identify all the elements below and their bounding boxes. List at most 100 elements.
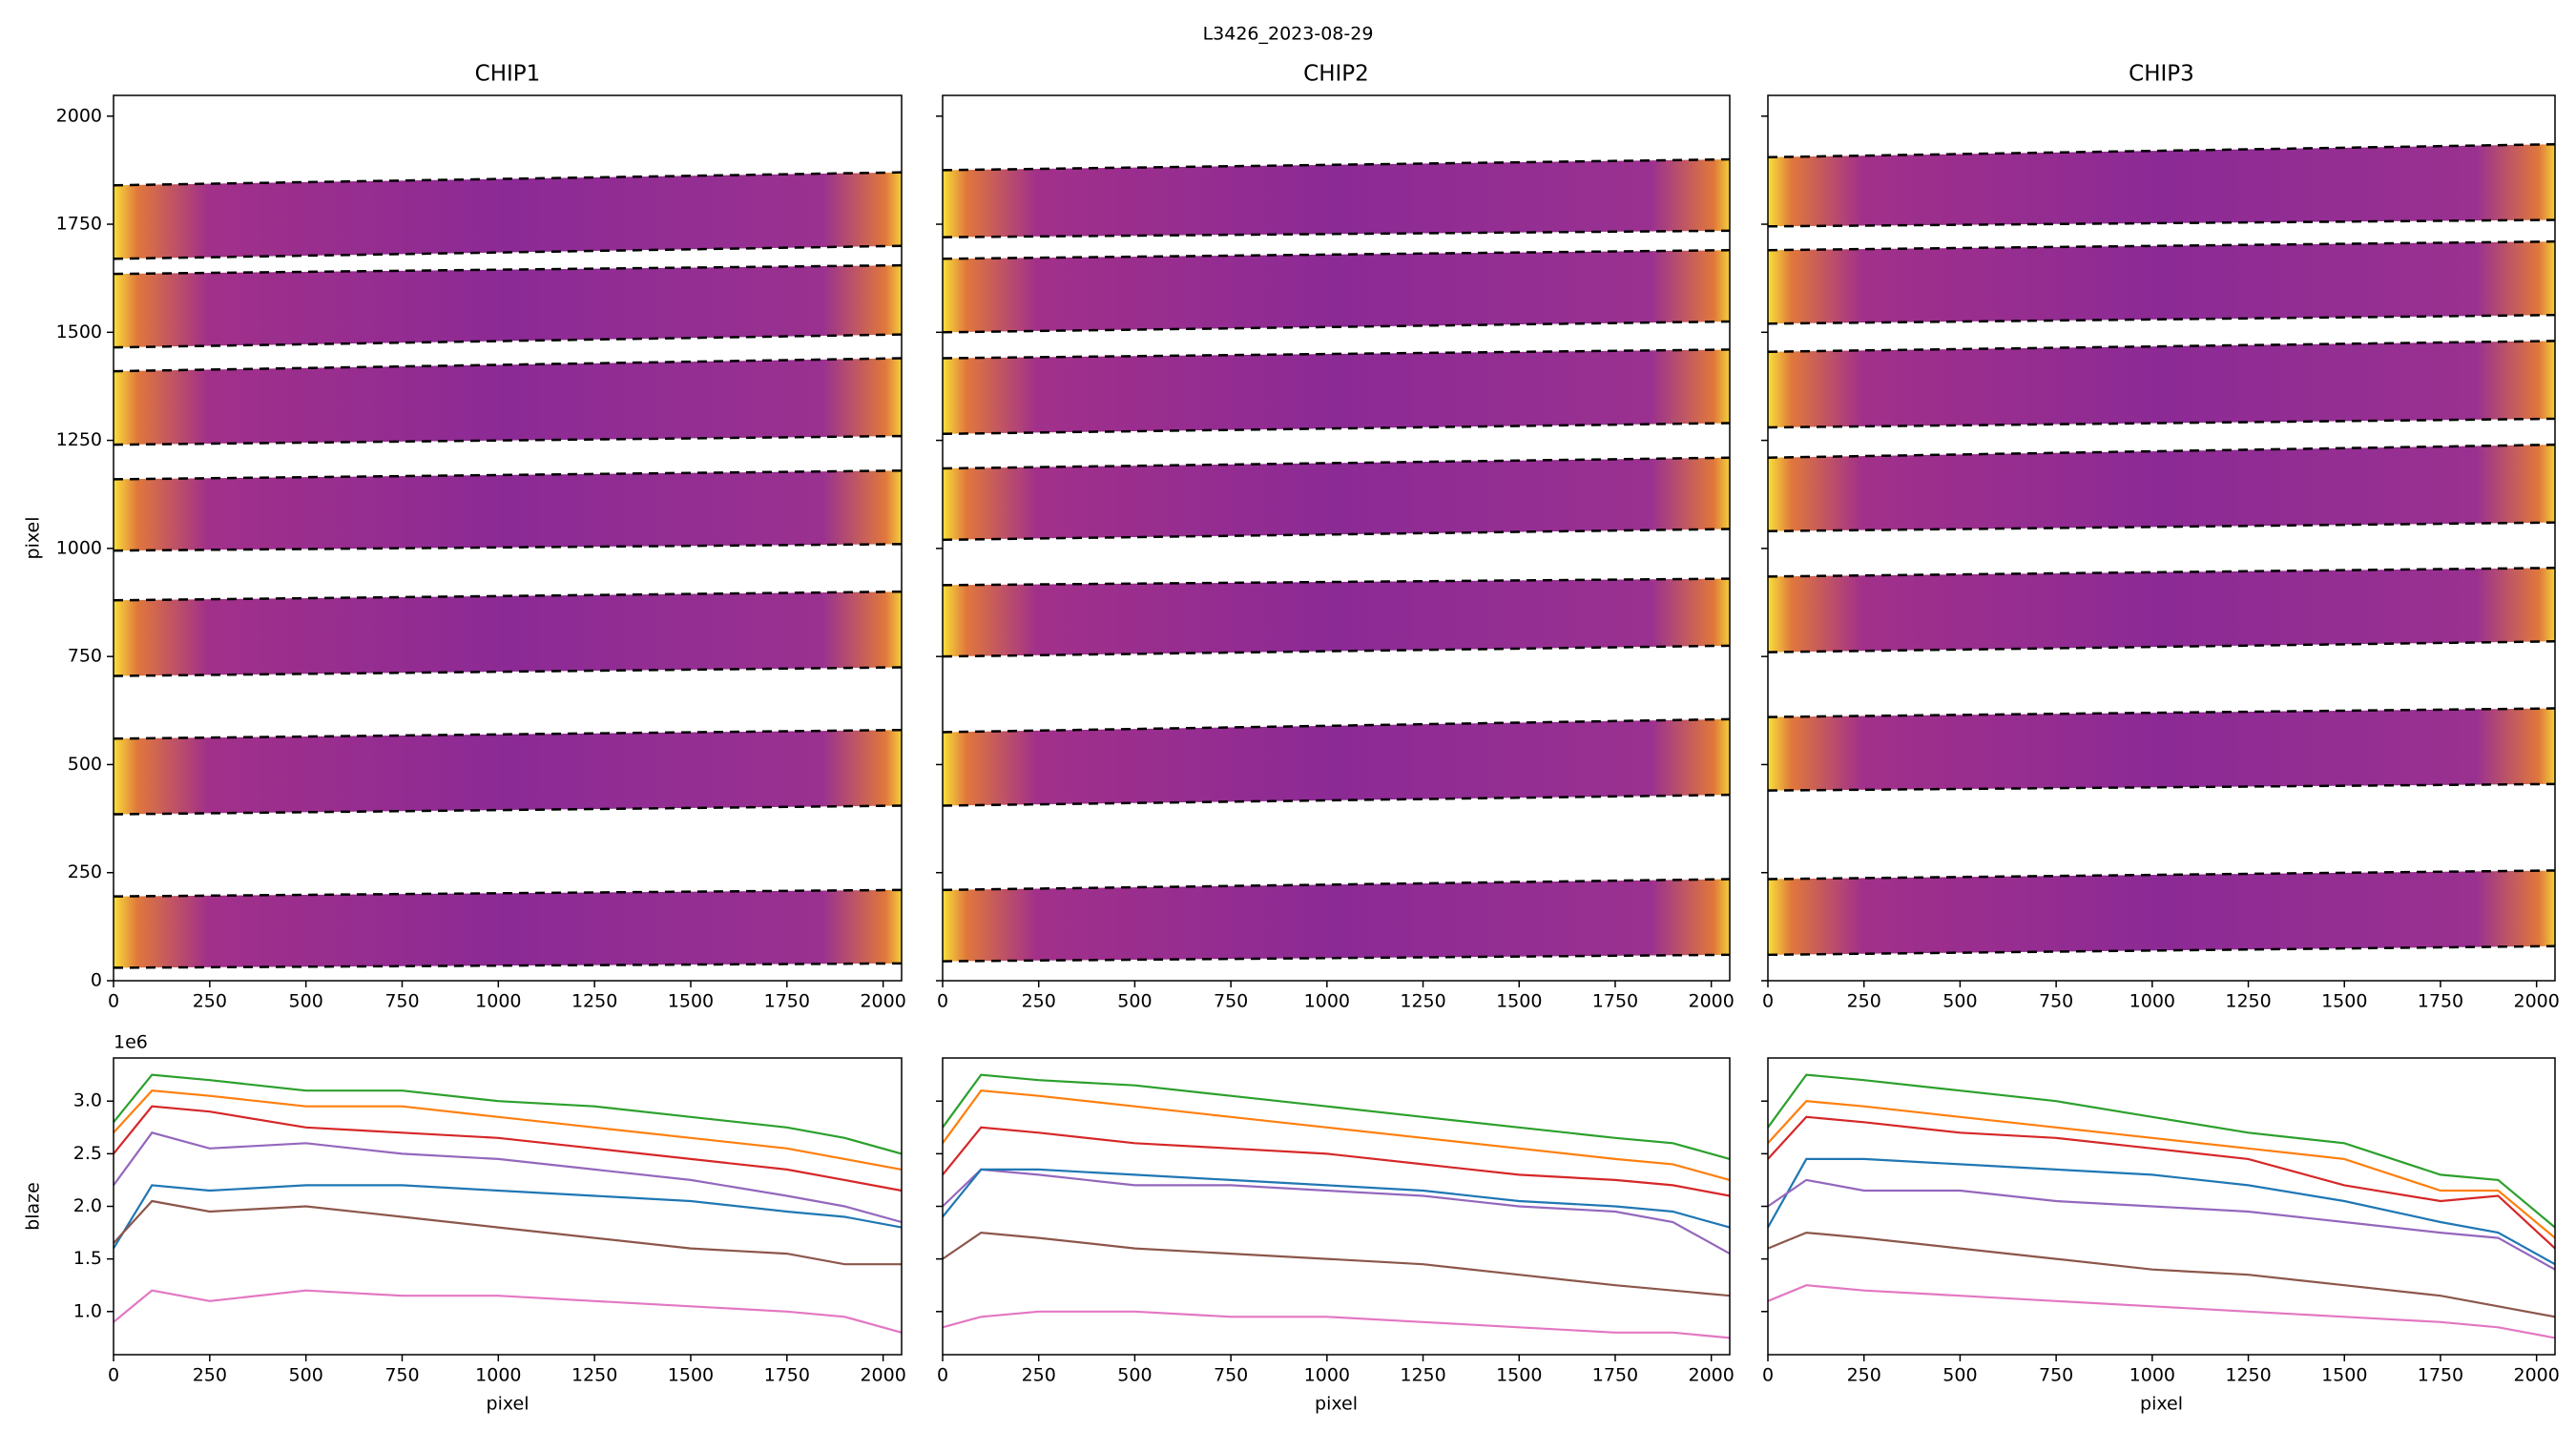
- x-tick-label: 250: [193, 991, 227, 1012]
- order-edge: [1767, 782, 2556, 792]
- order-edge: [113, 333, 903, 349]
- x-tick-label: 1250: [1400, 1365, 1445, 1386]
- order-edge: [1767, 640, 2556, 653]
- x-tick-label: 1750: [764, 1365, 810, 1386]
- offset-text: 1e6: [114, 1032, 148, 1053]
- figure-title: L3426_2023-08-29: [1203, 24, 1374, 45]
- y-axis-label: blaze: [23, 1182, 44, 1231]
- x-tick-label: 1750: [1592, 991, 1638, 1012]
- x-tick-label: 1000: [1304, 991, 1350, 1012]
- order-edge: [942, 320, 1731, 334]
- blaze-line: [942, 1126, 1731, 1197]
- x-tick-label: 1000: [475, 1365, 521, 1386]
- x-tick-label: 1500: [668, 1365, 714, 1386]
- blaze-line: [942, 1168, 1731, 1229]
- order-edge: [113, 244, 903, 260]
- order-band: [114, 265, 902, 348]
- order-edge: [942, 229, 1731, 238]
- x-tick-label: 2000: [1688, 991, 1734, 1012]
- x-tick-label: 1000: [1304, 1365, 1350, 1386]
- order-band: [114, 889, 902, 968]
- order-edge: [113, 590, 903, 602]
- order-edge: [1767, 521, 2556, 532]
- x-tick-label: 750: [2039, 1365, 2073, 1386]
- order-band: [943, 250, 1730, 333]
- x-tick-label: 1000: [475, 991, 521, 1012]
- axes-title: CHIP1: [475, 62, 541, 87]
- order-edge: [113, 357, 903, 373]
- blaze-line: [1767, 1157, 2556, 1266]
- x-tick-label: 2000: [1688, 1365, 1734, 1386]
- order-band: [1768, 445, 2555, 531]
- x-tick-label: 750: [1214, 1365, 1248, 1386]
- order-band: [943, 578, 1730, 657]
- y-axis-label: pixel: [23, 517, 44, 560]
- y-tick-label: 2000: [56, 105, 102, 126]
- blaze-line: [942, 1168, 1731, 1255]
- axes-title: CHIP2: [1303, 62, 1369, 87]
- order-edge: [942, 422, 1731, 436]
- blaze-line: [113, 1073, 903, 1155]
- order-band: [1768, 144, 2555, 227]
- x-tick-label: 750: [384, 991, 419, 1012]
- blaze-line: [942, 1089, 1731, 1181]
- x-tick-label: 2000: [860, 1365, 905, 1386]
- blaze-line: [942, 1231, 1731, 1297]
- order-edge: [113, 543, 903, 552]
- x-tick-label: 2000: [860, 991, 905, 1012]
- order-band: [114, 730, 902, 815]
- x-tick-label: 1250: [571, 1365, 617, 1386]
- blaze-line: [1767, 1178, 2556, 1271]
- order-edge: [113, 728, 903, 740]
- x-tick-label: 1000: [2129, 1365, 2175, 1386]
- axes-frame: [942, 94, 1731, 982]
- order-edge: [942, 157, 1731, 172]
- y-tick-label: 750: [68, 646, 102, 667]
- blaze-line: [1767, 1100, 2556, 1239]
- order-edge: [942, 348, 1731, 360]
- axes-title: CHIP3: [2129, 62, 2194, 87]
- order-edge: [113, 888, 903, 898]
- x-tick-label: 500: [1942, 991, 1977, 1012]
- order-edge: [113, 962, 903, 969]
- x-tick-label: 1250: [2225, 991, 2271, 1012]
- y-tick-label: 0: [91, 970, 102, 991]
- y-tick-label: 1500: [56, 321, 102, 342]
- order-edge: [113, 434, 903, 446]
- blaze-line: [113, 1289, 903, 1334]
- y-tick-label: 3.0: [73, 1090, 102, 1111]
- y-tick-label: 1250: [56, 429, 102, 450]
- x-tick-label: 250: [1022, 1365, 1056, 1386]
- order-edge: [942, 456, 1731, 470]
- blaze-line: [1767, 1284, 2556, 1339]
- x-tick-label: 1250: [571, 991, 617, 1012]
- x-tick-label: 1500: [2321, 991, 2367, 1012]
- order-edge: [942, 644, 1731, 658]
- order-edge: [942, 717, 1731, 734]
- order-band: [943, 349, 1730, 434]
- x-tick-label: 0: [1762, 991, 1774, 1012]
- x-tick-label: 1500: [668, 991, 714, 1012]
- x-tick-label: 250: [1022, 991, 1056, 1012]
- order-edge: [1767, 707, 2556, 718]
- y-tick-label: 1.0: [73, 1300, 102, 1321]
- order-edge: [1767, 239, 2556, 252]
- order-edge: [942, 528, 1731, 542]
- x-tick-label: 1000: [2129, 991, 2175, 1012]
- y-tick-label: 1.5: [73, 1248, 102, 1269]
- y-tick-label: 2.5: [73, 1143, 102, 1164]
- x-tick-label: 500: [289, 1365, 323, 1386]
- x-tick-label: 500: [1942, 1365, 1977, 1386]
- x-tick-label: 1750: [2418, 991, 2463, 1012]
- order-band: [114, 591, 902, 676]
- order-edge: [1767, 443, 2556, 459]
- x-tick-label: 0: [108, 1365, 119, 1386]
- y-tick-label: 1000: [56, 537, 102, 558]
- x-tick-label: 750: [384, 1365, 419, 1386]
- order-band: [943, 457, 1730, 540]
- axes-frame: [1767, 94, 2556, 982]
- blaze-line: [1767, 1073, 2556, 1229]
- order-edge: [942, 793, 1731, 807]
- x-tick-label: 500: [1117, 1365, 1152, 1386]
